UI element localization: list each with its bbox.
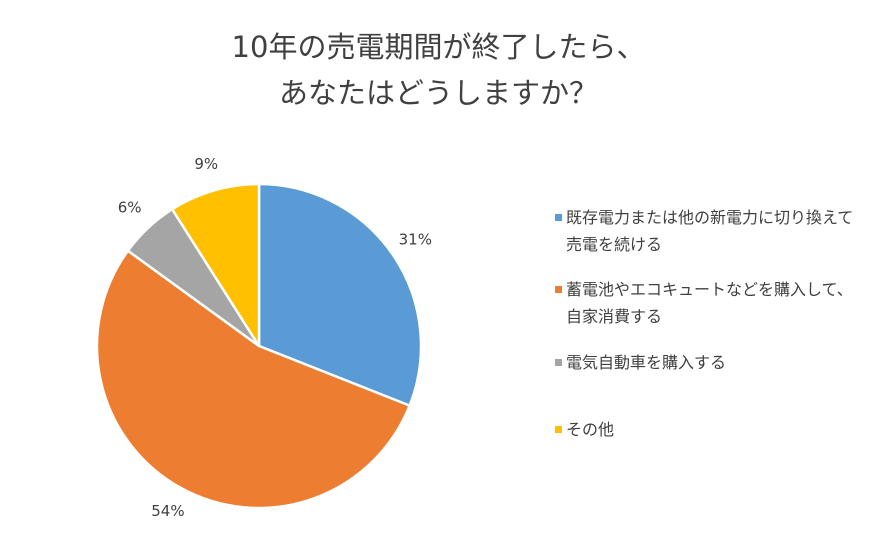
data-label-2: 54%	[151, 502, 184, 520]
chart-title: 10年の売電期間が終了したら、 あなたはどうしますか？	[0, 24, 877, 116]
legend-label-4: その他	[566, 420, 615, 439]
pie-slice-2	[95, 249, 411, 510]
legend-swatch-4	[555, 426, 562, 433]
legend-label-1: 既存電力または他の新電力に切り換えて売電を続ける	[566, 208, 854, 254]
legend-item-2: 蓄電池やエコキュートなどを購入して、自家消費する	[555, 276, 855, 330]
pie-slice-1	[257, 182, 423, 407]
chart-title-line-2: あなたはどうしますか？	[278, 76, 598, 110]
pie-slice-4	[170, 182, 261, 348]
legend-swatch-2	[555, 286, 562, 293]
legend-label-2: 蓄電池やエコキュートなどを購入して、自家消費する	[566, 280, 853, 326]
legend-item-1: 既存電力または他の新電力に切り換えて売電を続ける	[555, 204, 855, 258]
chart-title-line-1: 10年の売電期間が終了したら、	[231, 30, 646, 64]
legend-swatch-1	[555, 214, 562, 221]
legend-item-4: その他	[555, 416, 855, 443]
data-label-3: 6%	[118, 199, 142, 217]
legend-swatch-3	[555, 359, 562, 366]
legend-label-3: 電気自動車を購入する	[566, 353, 727, 372]
data-label-4: 9%	[194, 155, 218, 173]
data-label-1: 31%	[399, 230, 432, 248]
legend-item-3: 電気自動車を購入する	[555, 349, 855, 376]
